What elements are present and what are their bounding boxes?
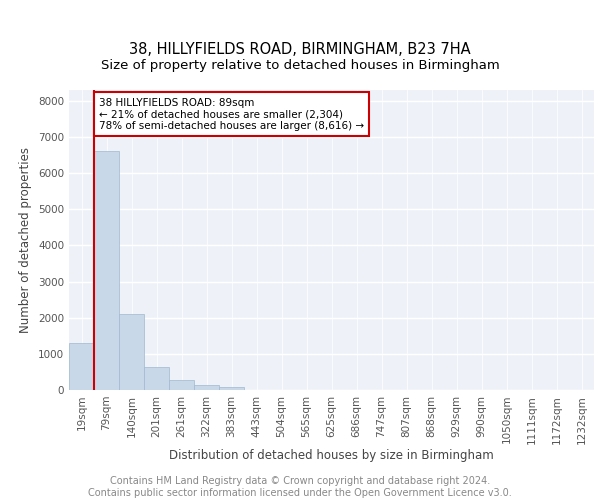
Bar xyxy=(144,366,169,390)
Bar xyxy=(169,380,194,390)
Bar xyxy=(94,152,119,390)
Text: 38 HILLYFIELDS ROAD: 89sqm
← 21% of detached houses are smaller (2,304)
78% of s: 38 HILLYFIELDS ROAD: 89sqm ← 21% of deta… xyxy=(99,98,364,130)
Bar xyxy=(219,386,244,390)
Y-axis label: Number of detached properties: Number of detached properties xyxy=(19,147,32,333)
Bar xyxy=(119,314,144,390)
Text: 38, HILLYFIELDS ROAD, BIRMINGHAM, B23 7HA: 38, HILLYFIELDS ROAD, BIRMINGHAM, B23 7H… xyxy=(129,42,471,58)
Text: Contains HM Land Registry data © Crown copyright and database right 2024.
Contai: Contains HM Land Registry data © Crown c… xyxy=(88,476,512,498)
Text: Size of property relative to detached houses in Birmingham: Size of property relative to detached ho… xyxy=(101,60,499,72)
Bar xyxy=(69,343,94,390)
X-axis label: Distribution of detached houses by size in Birmingham: Distribution of detached houses by size … xyxy=(169,449,494,462)
Bar xyxy=(194,386,219,390)
